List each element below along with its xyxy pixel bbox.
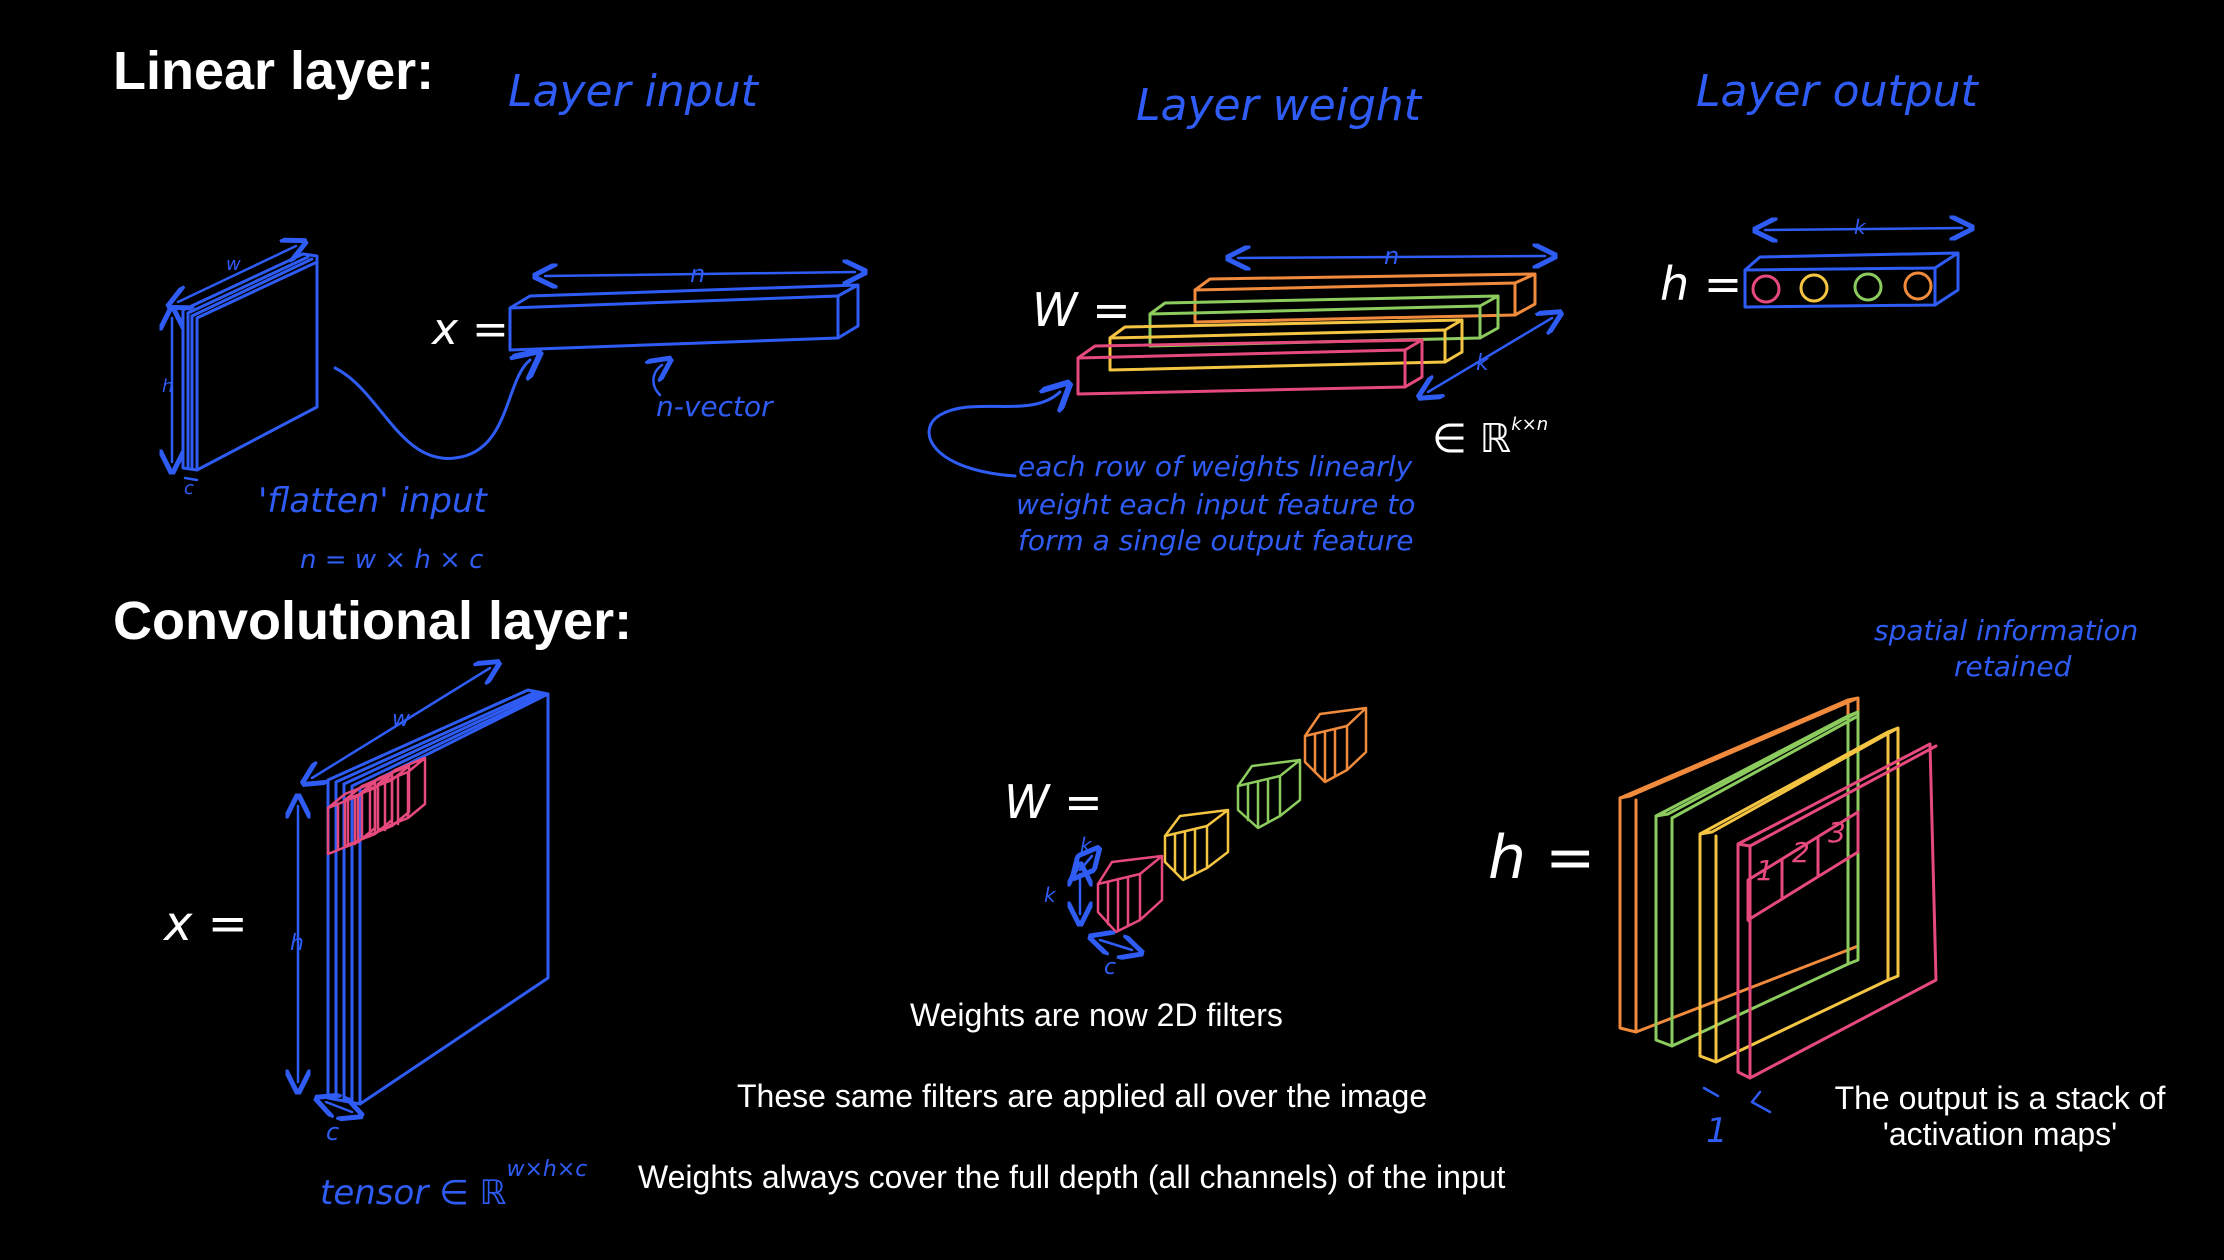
- conv-W-label: W =: [1004, 775, 1103, 829]
- tensor-label: tensor ∈ ℝw×h×c: [320, 1157, 587, 1213]
- n-label: n: [690, 260, 705, 288]
- input-w-label: w: [226, 254, 241, 275]
- map-number-2: 2: [1792, 836, 1810, 869]
- n-vector-bar: [508, 283, 860, 352]
- conv-w-label: w: [392, 707, 411, 732]
- caption-2d-filters: Weights are now 2D filters: [910, 997, 1283, 1033]
- map-number-3: 3: [1828, 816, 1846, 849]
- flatten-formula: n = w × h × c: [300, 545, 483, 575]
- layer-output-title: Layer output: [1696, 66, 1980, 117]
- spatial-note-line-2: retained: [1954, 650, 2072, 683]
- linear-h-label: h =: [1660, 257, 1742, 311]
- n-vector-label: n-vector: [656, 390, 774, 423]
- filter-k1-label: k: [1080, 833, 1093, 857]
- output-unit-yellow: [1799, 273, 1829, 303]
- flatten-label: 'flatten' input: [258, 481, 489, 521]
- conv-dimension-arrows: [298, 668, 490, 1112]
- layer-weight-title: Layer weight: [1136, 80, 1423, 131]
- weight-n-label: n: [1384, 242, 1399, 270]
- filter-c-label: c: [1104, 955, 1116, 980]
- output-caption: The output is a stack of 'activation map…: [1800, 1080, 2200, 1152]
- filter-yellow: [1163, 808, 1230, 882]
- input-c-label: c: [184, 478, 194, 499]
- weight-note-line-1: each row of weights linearly: [1018, 450, 1413, 483]
- output-k-arrow: [1765, 228, 1962, 230]
- linear-input-tensor: [181, 252, 319, 472]
- linear-layer-heading: Linear layer:: [113, 41, 435, 101]
- filter-green: [1236, 758, 1302, 830]
- caption-same-filters: These same filters are applied all over …: [737, 1078, 1428, 1114]
- depth-one-arrows: [1702, 1086, 1772, 1114]
- layer-input-title: Layer input: [508, 66, 760, 117]
- weight-n-arrow: [1238, 256, 1545, 258]
- linear-input-dimension-arrows: [172, 246, 296, 482]
- activation-map-pink: [1736, 742, 1938, 1080]
- weight-note-pointer: [927, 392, 1060, 478]
- n-vector-pointer: [653, 365, 662, 397]
- tensor-sup: w×h×c: [506, 1157, 587, 1182]
- weight-space-label: ∈ ℝk×n: [1432, 414, 1548, 462]
- weight-k-arrow: [1428, 318, 1552, 392]
- filter-orange: [1303, 706, 1368, 784]
- linear-W-label: W =: [1032, 283, 1131, 337]
- output-unit-pink: [1751, 274, 1781, 304]
- output-caption-line-2: 'activation maps': [1882, 1116, 2118, 1152]
- output-unit-green: [1853, 272, 1883, 302]
- spatial-note-line-1: spatial information: [1874, 614, 2138, 647]
- weight-k-label: k: [1476, 351, 1490, 376]
- activation-map-green: [1654, 710, 1860, 1048]
- weight-space-sup: k×n: [1511, 414, 1548, 435]
- linear-x-label: x =: [430, 304, 509, 355]
- conv-layer-heading: Convolutional layer:: [113, 591, 633, 651]
- caption-full-depth: Weights always cover the full depth (all…: [638, 1159, 1506, 1195]
- conv-h-label-output: h =: [1488, 823, 1595, 893]
- activation-map-yellow: [1698, 726, 1900, 1064]
- map-number-1: 1: [1756, 854, 1774, 887]
- conv-c-label: c: [326, 1118, 339, 1146]
- conv-input-tensor: [326, 688, 550, 1106]
- output-caption-line-1: The output is a stack of: [1834, 1080, 2166, 1116]
- flatten-arrow: [333, 360, 530, 460]
- weight-note-line-2: weight each input feature to: [1016, 488, 1415, 521]
- output-unit-orange: [1903, 271, 1933, 301]
- output-k-label: k: [1854, 215, 1867, 239]
- receptive-field-cubes: [326, 756, 427, 856]
- depth-one-label: 1: [1706, 1111, 1728, 1151]
- n-dimension-arrow: [545, 272, 855, 276]
- conv-h-label: h: [290, 931, 304, 956]
- conv-x-label: x =: [162, 896, 248, 952]
- weight-note-line-3: form a single output feature: [1018, 524, 1414, 557]
- filter-dimension-arrows: [1080, 856, 1132, 950]
- input-h-label: h: [162, 376, 173, 397]
- filter-k2-label: k: [1044, 883, 1057, 907]
- output-vector: [1743, 251, 1960, 309]
- filter-pink: [1096, 854, 1164, 934]
